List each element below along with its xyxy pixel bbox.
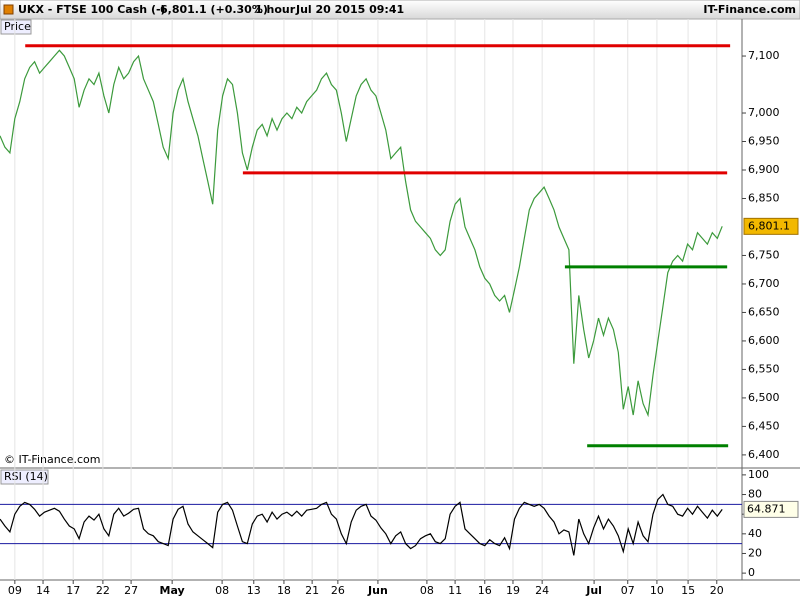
y-tick-label: 80 — [748, 488, 762, 501]
y-tick-label: 6,850 — [748, 191, 780, 204]
y-tick-label: 6,400 — [748, 448, 780, 461]
x-tick-label: 13 — [247, 584, 261, 597]
x-tick-label: 08 — [420, 584, 434, 597]
y-tick-label: 6,450 — [748, 419, 780, 432]
brand: IT-Finance.com — [703, 3, 796, 16]
x-tick-label: 27 — [124, 584, 138, 597]
y-tick-label: 6,700 — [748, 277, 780, 290]
y-tick-label: 6,500 — [748, 391, 780, 404]
y-tick-label: 20 — [748, 546, 762, 559]
y-tick-label: 40 — [748, 527, 762, 540]
header-icon — [3, 4, 14, 15]
x-tick-label: Jun — [367, 584, 388, 597]
series-line — [0, 49, 723, 418]
x-tick-label: 26 — [331, 584, 345, 597]
y-tick-label: 0 — [748, 566, 755, 579]
panel-title: RSI (14) — [4, 470, 48, 483]
x-tick-label: 16 — [478, 584, 492, 597]
x-tick-label: 20 — [710, 584, 724, 597]
series-line — [0, 493, 723, 556]
header-bar — [0, 0, 800, 20]
y-tick-label: 6,600 — [748, 334, 780, 347]
last-price-box — [743, 217, 799, 235]
x-tick-label: 15 — [681, 584, 695, 597]
x-tick-label: 07 — [621, 584, 635, 597]
y-tick-label: 7,100 — [748, 49, 780, 62]
x-tick-label: 10 — [650, 584, 664, 597]
timestamp: Jul 20 2015 09:41 — [295, 3, 404, 16]
x-tick-label: 14 — [36, 584, 50, 597]
x-tick-label: 08 — [215, 584, 229, 597]
y-tick-label: 6,950 — [748, 135, 780, 148]
last-price-label: 6,801.1 — [748, 219, 790, 232]
y-tick-label: 6,650 — [748, 305, 780, 318]
watermark: © IT-Finance.com — [4, 453, 101, 466]
y-tick-label: 100 — [748, 468, 769, 481]
x-tick-label: 22 — [96, 584, 110, 597]
panel-title: Price — [4, 20, 31, 33]
y-tick-label: 6,550 — [748, 362, 780, 375]
quote: 6,801.1 (+0.30%) — [160, 3, 268, 16]
x-tick-label: 11 — [448, 584, 462, 597]
last-value-box — [743, 500, 799, 518]
last-value-label: 64.871 — [747, 502, 786, 515]
x-tick-label: May — [160, 584, 185, 597]
x-tick-label: Jul — [585, 584, 602, 597]
header: UKX - FTSE 100 Cash (-) 6,801.1 (+0.30%)… — [0, 0, 800, 20]
symbol: UKX - FTSE 100 Cash (-) — [18, 3, 166, 16]
x-tick-label: 17 — [66, 584, 80, 597]
y-tick-label: 6,900 — [748, 163, 780, 176]
y-tick-label: 7,000 — [748, 106, 780, 119]
panel-label-box — [0, 469, 49, 485]
x-tick-label: 09 — [8, 584, 22, 597]
x-tick-label: 18 — [277, 584, 291, 597]
y-tick-label: 6,750 — [748, 248, 780, 261]
panel-label-box — [0, 19, 32, 35]
x-tick-label: 19 — [506, 584, 520, 597]
x-tick-label: 21 — [305, 584, 319, 597]
interval: 1 hour — [255, 3, 296, 16]
x-tick-label: 24 — [535, 584, 549, 597]
